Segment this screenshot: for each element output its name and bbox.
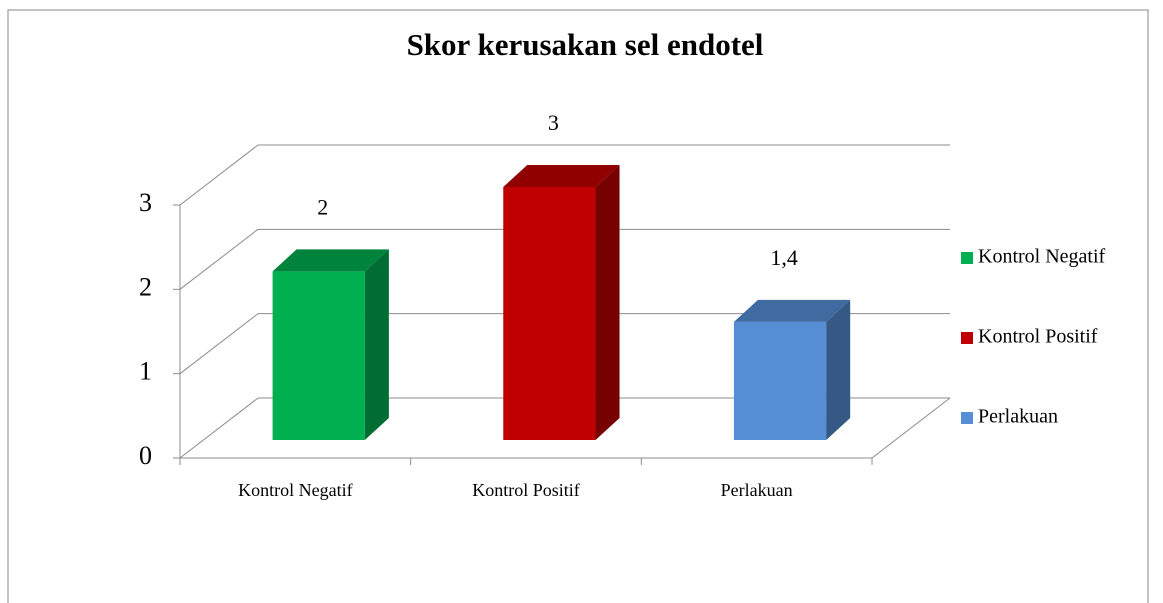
legend-label: Perlakuan	[978, 406, 1058, 428]
value-label: 1,4	[770, 245, 798, 270]
x-tick-label: Perlakuan	[721, 480, 793, 500]
grid-line	[179, 313, 259, 375]
bar-front	[503, 187, 596, 440]
value-label: 2	[317, 194, 328, 219]
x-tick-label: Kontrol Negatif	[238, 480, 352, 500]
chart-title: Skor kerusakan sel endotel	[407, 27, 764, 62]
bar-top	[272, 249, 389, 272]
x-tick-label: Kontrol Positif	[472, 480, 580, 500]
bar-front	[733, 321, 827, 440]
chart-frame	[7, 9, 1149, 603]
bar-side	[364, 249, 389, 440]
bar-side	[595, 165, 620, 440]
bar-top	[733, 299, 851, 322]
legend-swatch	[961, 332, 973, 344]
grid-line	[179, 397, 259, 459]
floor-edge	[871, 397, 951, 459]
legend-swatch	[961, 252, 973, 264]
grid-line	[179, 144, 259, 206]
grid-line	[179, 228, 259, 290]
bar-top	[503, 165, 620, 187]
bar-front	[272, 271, 365, 440]
legend-label: Kontrol Positif	[978, 326, 1098, 348]
legend-swatch	[961, 412, 973, 424]
y-tick-label: 3	[139, 188, 152, 217]
legend-label: Kontrol Negatif	[978, 246, 1106, 268]
bar-side	[826, 299, 851, 440]
value-label: 3	[548, 110, 559, 135]
y-tick-label: 0	[139, 441, 152, 470]
y-tick-label: 2	[139, 272, 152, 301]
y-tick-label: 1	[139, 357, 152, 386]
